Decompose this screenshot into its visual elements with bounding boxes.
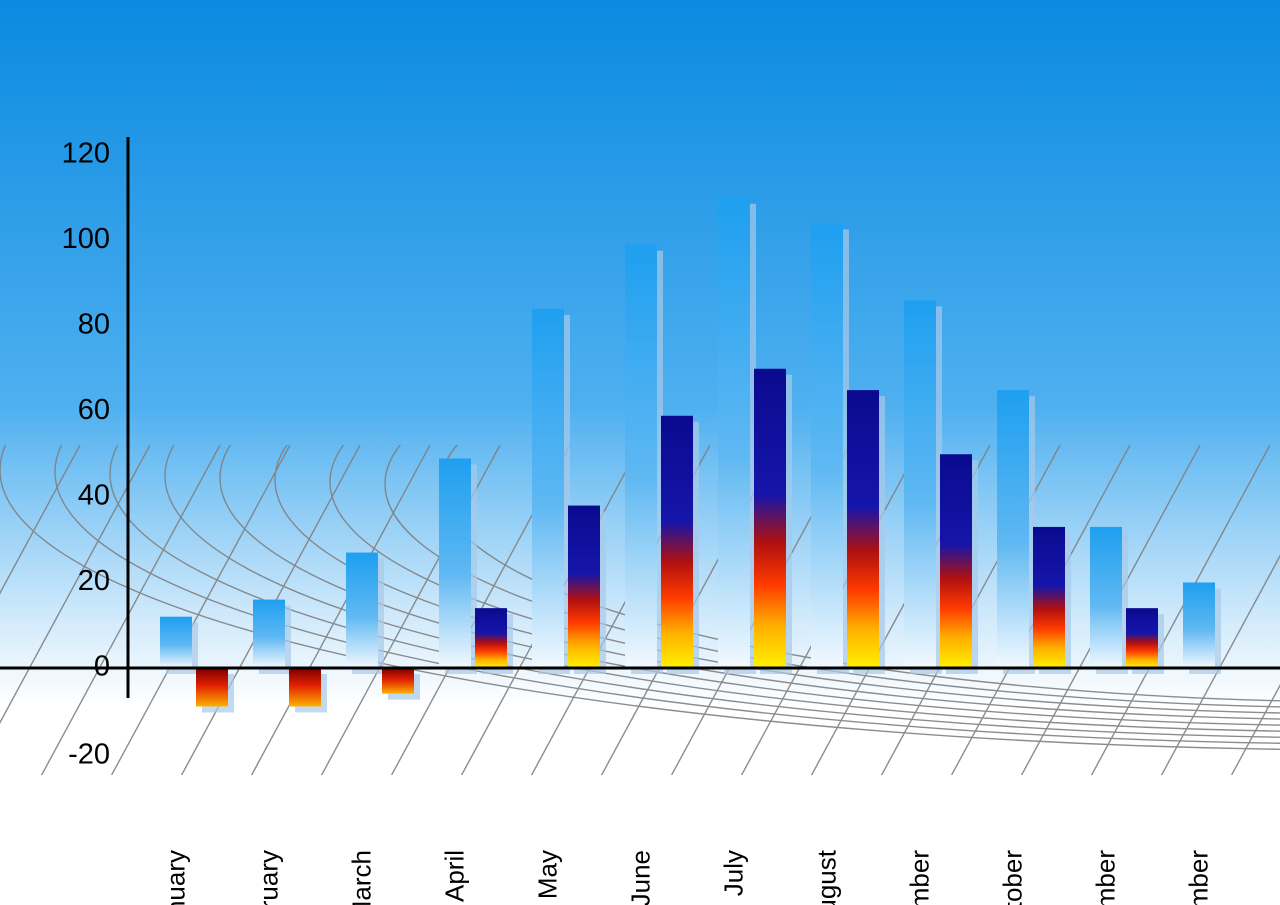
month-label: August <box>811 849 841 905</box>
y-tick-label: 40 <box>78 480 110 512</box>
bar-series-b <box>289 668 321 706</box>
bar-series-b <box>940 454 972 668</box>
y-tick-label: 60 <box>78 394 110 426</box>
month-label: July <box>718 850 748 896</box>
bar-series-a <box>253 600 285 668</box>
bar-series-b <box>1126 608 1158 668</box>
month-label: June <box>625 850 655 905</box>
bar-series-b <box>568 506 600 668</box>
bar-series-a <box>439 459 471 668</box>
bar-series-a <box>904 300 936 668</box>
bar-series-b <box>475 608 507 668</box>
bar-series-b <box>382 668 414 694</box>
bar-series-b <box>196 668 228 706</box>
month-label: April <box>439 850 469 902</box>
bar-series-a <box>625 245 657 668</box>
chart-svg: -20 0 20 40 60 80 100 120 January February March Ap… <box>0 0 1280 905</box>
bar-series-b <box>1033 527 1065 668</box>
y-tick-label: 120 <box>62 138 110 170</box>
bar-series-b <box>847 390 879 668</box>
y-tick-label: -20 <box>68 739 110 771</box>
bar-series-a <box>997 390 1029 668</box>
y-tick-label: 20 <box>78 565 110 597</box>
y-tick-label: 0 <box>94 651 110 683</box>
month-label: December <box>1183 850 1213 905</box>
chart-stage: -20 0 20 40 60 80 100 120 January February March Ap… <box>0 0 1280 905</box>
month-label: January <box>160 850 190 905</box>
month-label: March <box>346 850 376 905</box>
y-tick-label: 80 <box>78 309 110 341</box>
bar-series-a <box>1183 583 1215 669</box>
bar-series-a <box>532 309 564 668</box>
bar-series-a <box>718 198 750 668</box>
bar-series-a <box>346 553 378 668</box>
month-label: November <box>1090 850 1120 905</box>
bar-series-a <box>811 223 843 668</box>
month-label: September <box>904 850 934 905</box>
bar-series-b <box>661 416 693 668</box>
bar-series-a <box>1090 527 1122 668</box>
bar-series-b <box>754 369 786 668</box>
y-tick-label: 100 <box>62 223 110 255</box>
bar-series-a <box>160 617 192 668</box>
month-label: May <box>532 850 562 899</box>
month-label: October <box>997 850 1027 905</box>
month-label: February <box>253 850 283 905</box>
